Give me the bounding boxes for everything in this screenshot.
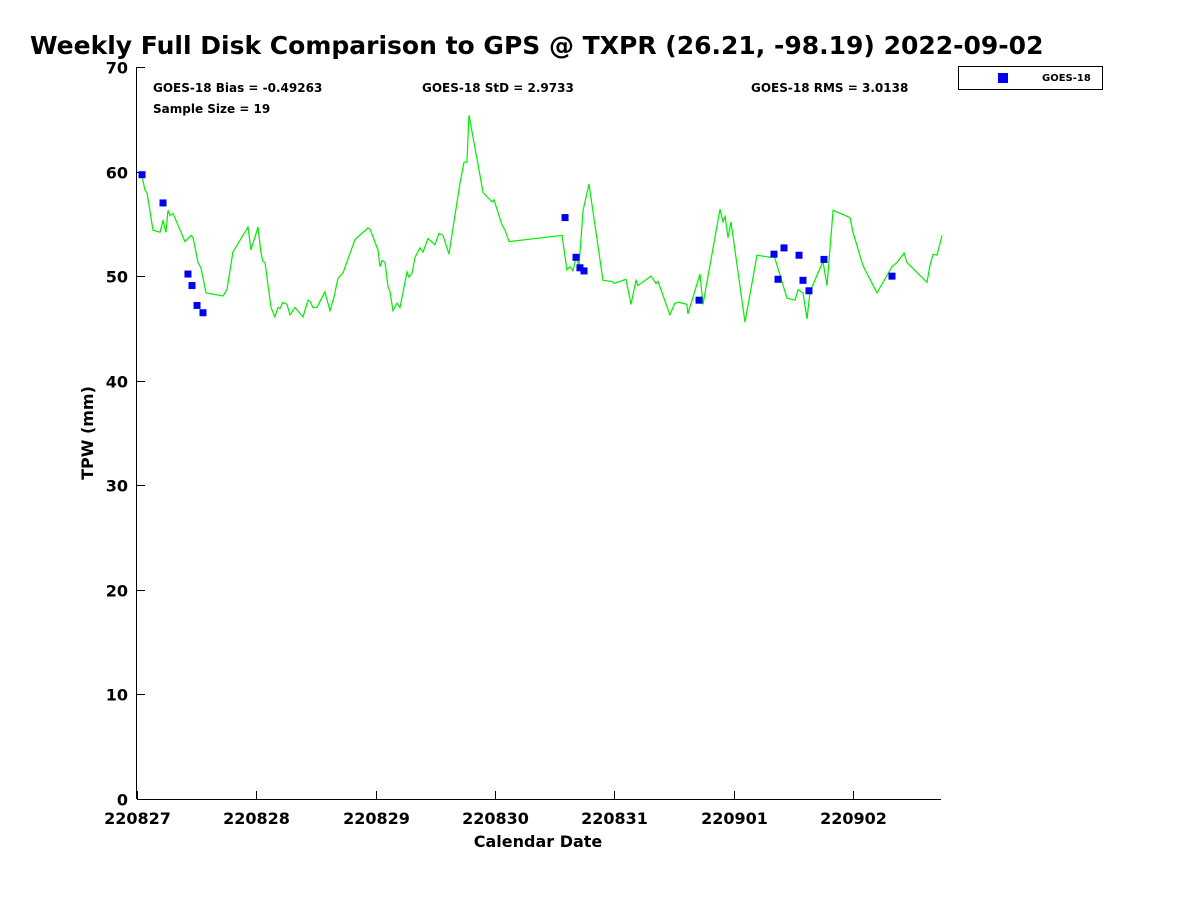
annotation-std: GOES-18 StD = 2.9733 (422, 81, 574, 95)
y-tick-label: 60 (106, 164, 128, 183)
annotation-rms: GOES-18 RMS = 3.0138 (751, 81, 908, 95)
goes18-data-point (888, 272, 896, 280)
x-tick-label: 220901 (701, 809, 768, 828)
goes18-data-point (184, 270, 192, 278)
goes18-data-point (580, 267, 588, 275)
legend-label-goes18: GOES-18 (1042, 73, 1091, 84)
y-tick-label: 0 (117, 791, 128, 810)
goes18-data-point (770, 250, 778, 258)
y-tick-label: 20 (106, 582, 128, 601)
annotation-bias: GOES-18 Bias = -0.49263 (153, 81, 322, 95)
legend: GOES-18 (958, 66, 1103, 90)
goes18-data-point (138, 171, 146, 179)
legend-box (958, 66, 1103, 90)
legend-marker-goes18 (998, 73, 1008, 83)
goes18-data-point (188, 282, 196, 290)
goes18-data-point (695, 296, 703, 304)
goes18-data-point (805, 287, 813, 295)
goes18-data-point (572, 253, 580, 261)
x-axis-label: Calendar Date (474, 832, 603, 851)
gps-series-line (141, 114, 943, 323)
y-tick-label: 30 (106, 477, 128, 496)
x-tick-label: 220827 (104, 809, 171, 828)
x-tick-label: 220829 (343, 809, 410, 828)
y-tick-label: 70 (106, 59, 128, 78)
annotation-sample-size: Sample Size = 19 (153, 102, 270, 116)
goes18-data-point (820, 255, 828, 263)
y-tick-label: 40 (106, 373, 128, 392)
goes18-data-point (774, 275, 782, 283)
x-tick-label: 220828 (223, 809, 290, 828)
goes18-data-point (199, 309, 207, 317)
goes18-data-point (193, 301, 201, 309)
x-tick-label: 220831 (581, 809, 648, 828)
y-tick-label: 50 (106, 268, 128, 287)
x-tick-label: 220902 (820, 809, 887, 828)
goes18-data-point (795, 251, 803, 259)
y-tick-label: 10 (106, 686, 128, 705)
goes18-data-point (576, 264, 584, 272)
chart-title: Weekly Full Disk Comparison to GPS @ TXP… (30, 31, 1043, 60)
goes18-data-point (780, 244, 788, 252)
goes18-data-point (159, 199, 167, 207)
goes18-data-point (799, 276, 807, 284)
x-tick-label: 220830 (462, 809, 529, 828)
y-axis-label: TPW (mm) (78, 386, 97, 480)
goes18-data-point (561, 214, 569, 222)
plot-area: 0 10 20 30 40 50 60 70 220827 220828 220829 220830 2… (104, 59, 943, 828)
